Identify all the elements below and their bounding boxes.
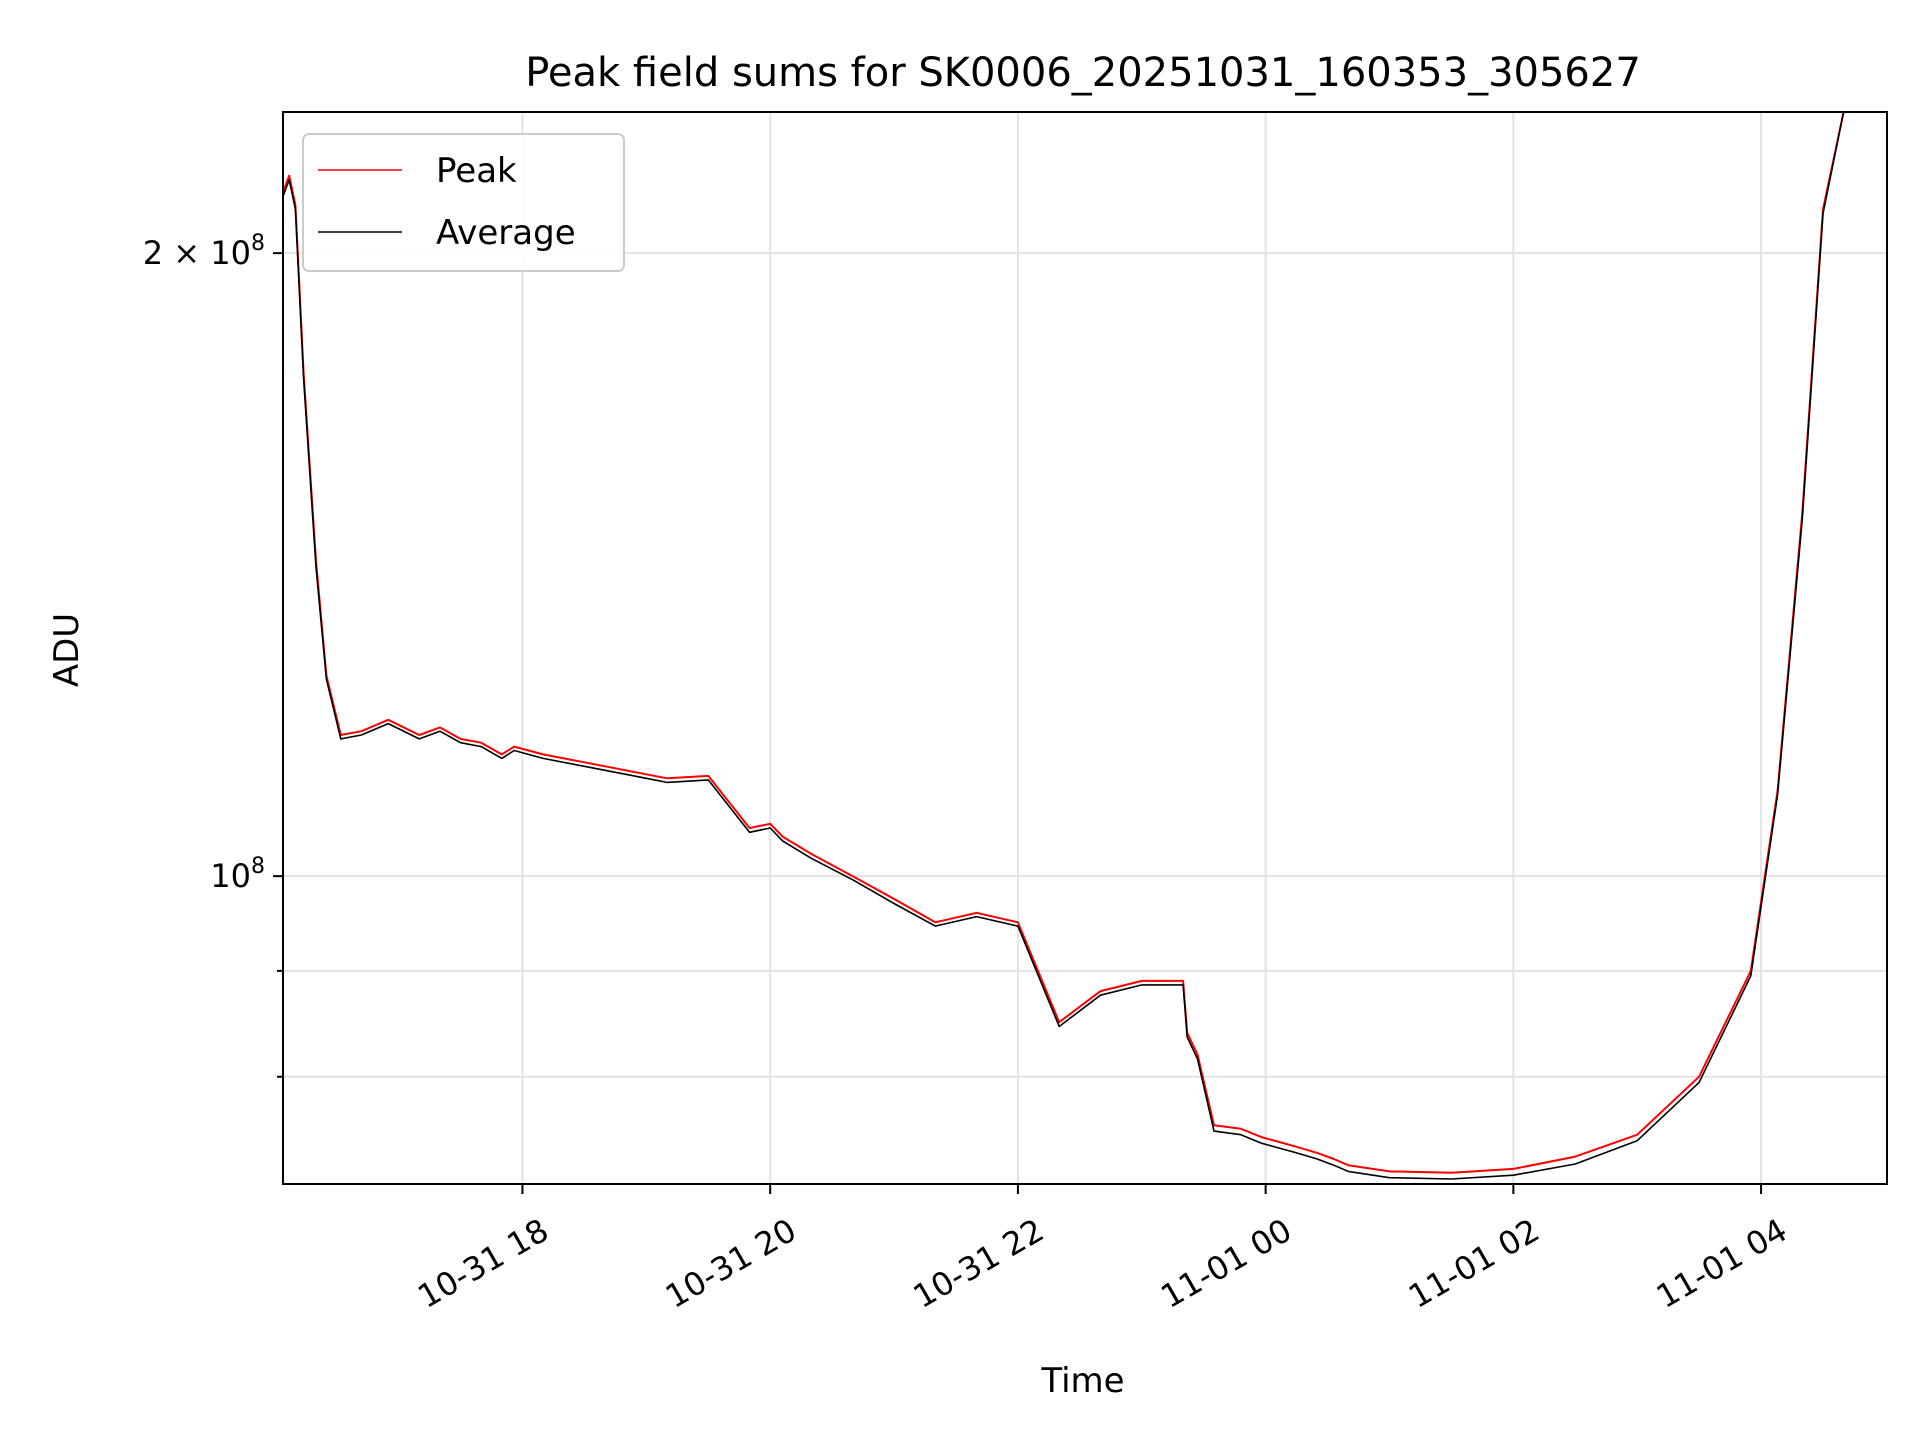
legend-label-average: Average <box>436 213 576 253</box>
series-lines <box>283 112 1887 1180</box>
plot-frame <box>282 111 1888 1185</box>
y-tick-label: 2 × 108 <box>143 231 265 272</box>
legend: Peak Average <box>302 133 625 272</box>
legend-box <box>302 133 625 272</box>
y-tick-label: 108 <box>210 854 265 895</box>
chart-title: Peak field sums for SK0006_20251031_1603… <box>525 50 1641 96</box>
x-axis-label: Time <box>1040 1361 1124 1401</box>
series-line-average <box>283 112 1887 1180</box>
y-axis-label: ADU <box>47 613 87 687</box>
y-axis-ticks: 2 × 108 108 <box>143 231 283 1078</box>
legend-label-peak: Peak <box>436 151 517 191</box>
series-line-peak <box>283 112 1887 1174</box>
